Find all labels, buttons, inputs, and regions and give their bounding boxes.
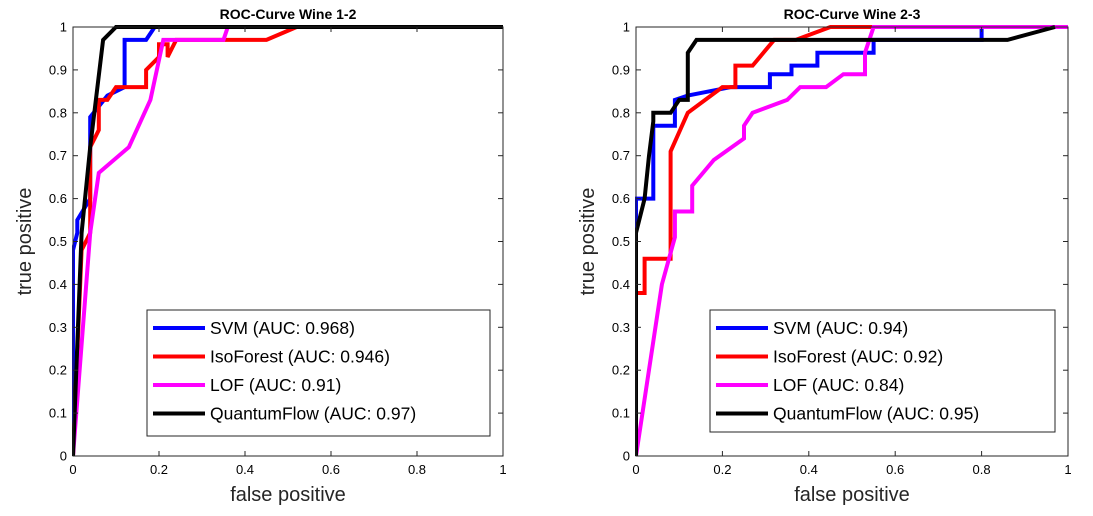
chart1-y-tick-label: 0.9 (49, 62, 67, 77)
chart2-x-tick-label: 0.6 (886, 462, 904, 477)
chart2-series-line-lof (635, 25, 1068, 457)
chart1-x-tick-label: 0.4 (236, 462, 254, 477)
chart2-series-line-quantumflow (635, 25, 1056, 456)
chart2-y-tick-label: 0.9 (612, 62, 630, 77)
chart1-legend-label-lof: LOF (AUC: 0.91) (210, 375, 341, 395)
chart1-x-tick-label: 0 (69, 462, 76, 477)
chart1-y-tick-label: 0.6 (49, 191, 67, 206)
chart2-x-tick-label: 0.2 (713, 462, 731, 477)
chart2-series-line-isoforest (635, 25, 1055, 456)
chart2-title: ROC-Curve Wine 2-3 (784, 6, 921, 22)
chart1-y-tick-label: 0.8 (49, 105, 67, 120)
chart1-series-line-lof (72, 25, 503, 457)
chart2-y-tick-label: 1 (623, 20, 630, 35)
chart1-x-axis-label: false positive (230, 484, 346, 506)
chart2-x-tick-label: 0.8 (973, 462, 991, 477)
chart2-y-tick-label: 0.3 (612, 320, 630, 335)
chart1-legend-label-isoforest: IsoForest (AUC: 0.946) (210, 347, 390, 367)
chart1-y-tick-label: 0.2 (49, 363, 67, 378)
chart1-title: ROC-Curve Wine 1-2 (220, 6, 357, 22)
chart2-y-tick-label: 0 (623, 449, 630, 464)
chart2-y-tick-label: 0.6 (612, 191, 630, 206)
chart1-y-tick-label: 0.5 (49, 234, 67, 249)
chart1-x-tick-label: 0.6 (322, 462, 340, 477)
chart1-x-tick-label: 0.2 (150, 462, 168, 477)
chart1-y-tick-label: 0.7 (49, 148, 67, 163)
chart2-y-tick-label: 0.7 (612, 148, 630, 163)
chart2-legend-label-lof: LOF (AUC: 0.84) (773, 375, 904, 395)
chart2-y-tick-label: 0.5 (612, 234, 630, 249)
chart1-y-tick-label: 0.1 (49, 406, 67, 421)
chart2-legend-label-isoforest: IsoForest (AUC: 0.92) (773, 347, 943, 367)
chart2-y-tick-label: 0.2 (612, 363, 630, 378)
chart1-x-tick-label: 1 (499, 462, 506, 477)
chart1-legend-label-svm: SVM (AUC: 0.968) (210, 318, 355, 338)
chart1-y-tick-label: 0 (60, 449, 67, 464)
chart2-x-tick-label: 0 (632, 462, 639, 477)
chart2-y-tick-label: 0.8 (612, 105, 630, 120)
chart2-legend-label-svm: SVM (AUC: 0.94) (773, 318, 908, 338)
chart1-y-tick-label: 0.3 (49, 320, 67, 335)
chart1-y-tick-label: 0.4 (49, 277, 67, 292)
chart2-x-axis-label: false positive (794, 484, 910, 506)
chart1-legend-label-quantumflow: QuantumFlow (AUC: 0.97) (210, 404, 416, 424)
chart1-y-tick-label: 1 (60, 20, 67, 35)
chart2-legend-label-quantumflow: QuantumFlow (AUC: 0.95) (773, 404, 979, 424)
chart1-y-axis-label: true positive (14, 188, 36, 296)
chart2-y-tick-label: 0.4 (612, 277, 630, 292)
chart2-x-tick-label: 1 (1064, 462, 1071, 477)
chart2-y-tick-label: 0.1 (612, 406, 630, 421)
chart2-x-tick-label: 0.4 (800, 462, 818, 477)
chart1-x-tick-label: 0.8 (408, 462, 426, 477)
chart2-y-axis-label: true positive (577, 188, 599, 296)
